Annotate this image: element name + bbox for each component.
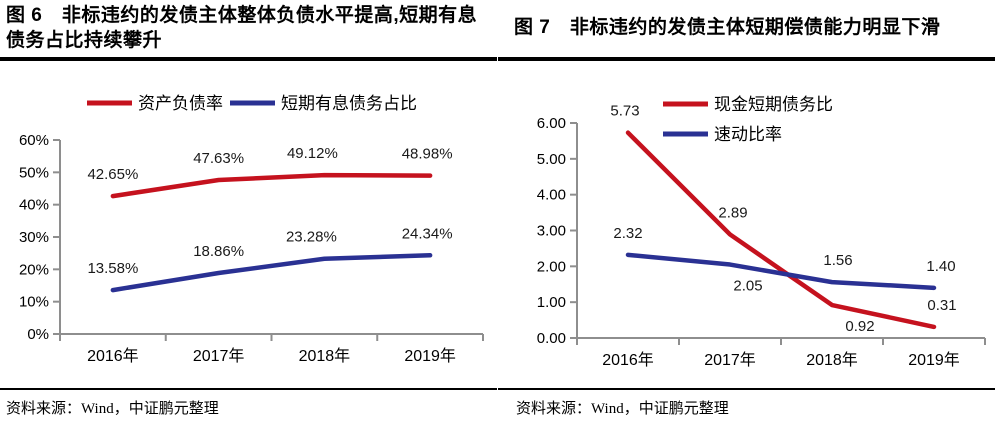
y-tick-label: 6.00 [537,115,566,132]
y-tick-label: 5.00 [537,151,566,168]
y-tick-label: 30% [19,229,49,246]
y-tick-label: 3.00 [537,223,566,240]
series-line-0 [110,172,433,199]
data-label-s1-p0: 2.32 [613,225,642,242]
data-label-s0-p2: 49.12% [287,145,338,162]
x-tick-label: 2019年 [404,347,456,365]
data-label-s1-p3: 24.34% [402,225,453,242]
series-line-1 [625,252,937,291]
x-tick-label: 2016年 [602,351,654,369]
data-label-s1-p0: 13.58% [87,260,138,277]
figure-6-line-chart: 0% 10% 20% 30% 40% 50% 60% 2016年 2017年 2018年 2019年… [19,94,484,365]
figure-7-line-chart: 0.00 1.00 2.00 3.00 4.00 5.00 6.00 2016年 2017年 20… [537,95,986,369]
data-label-s0-p2: 0.92 [845,318,874,335]
data-label-s1-p2: 23.28% [286,229,337,246]
legend-label-1: 速动比率 [714,125,782,144]
data-label-s1-p1: 2.05 [733,278,762,295]
x-tick-label: 2017年 [704,351,756,369]
series-line-0 [625,130,937,330]
legend-label-0: 资产负债率 [138,94,223,113]
y-tick-label: 10% [19,294,49,311]
data-label-s0-p1: 2.89 [718,204,747,221]
data-label-s0-p3: 48.98% [402,146,453,163]
figure-7-source: 资料来源：Wind，中证鹏元整理 [498,388,995,425]
figure-7-title: 图 7 非标违约的发债主体短期偿债能力明显下滑 [498,0,995,61]
y-tick-label: 2.00 [537,258,566,275]
y-tick-label: 0.00 [537,330,566,347]
figure-6-source: 资料来源：Wind，中证鹏元整理 [0,388,497,425]
data-label-s0-p3: 0.31 [927,297,956,314]
data-label-s1-p3: 1.40 [926,258,955,275]
y-tick-label: 40% [19,197,49,214]
y-tick-label: 0% [27,326,49,343]
x-tick-label: 2018年 [806,351,858,369]
data-label-s0-p1: 47.63% [193,150,244,167]
figure-6-title: 图 6 非标违约的发债主体整体负债水平提高,短期有息债务占比持续攀升 [0,0,497,61]
y-tick-label: 20% [19,261,49,278]
data-label-s0-p0: 5.73 [610,103,639,120]
data-label-s1-p1: 18.86% [193,243,244,260]
legend-label-1: 短期有息债务占比 [281,94,417,113]
y-tick-label: 1.00 [537,294,566,311]
y-tick-label: 60% [19,132,49,149]
figure-7-panel: 图 7 非标违约的发债主体短期偿债能力明显下滑 0.00 1.00 2.00 3.00… [498,0,995,425]
data-label-s0-p0: 42.65% [87,166,138,183]
x-tick-label: 2019年 [908,351,960,369]
x-tick-label: 2016年 [87,347,139,365]
x-tick-label: 2018年 [299,347,351,365]
legend-label-0: 现金短期债务比 [714,95,833,114]
y-tick-label: 50% [19,164,49,181]
series-line-1 [110,253,433,293]
data-label-s1-p2: 1.56 [823,252,852,269]
y-tick-label: 4.00 [537,187,566,204]
x-tick-label: 2017年 [193,347,245,365]
figure-6-panel: 图 6 非标违约的发债主体整体负债水平提高,短期有息债务占比持续攀升 0% 10%… [0,0,497,425]
